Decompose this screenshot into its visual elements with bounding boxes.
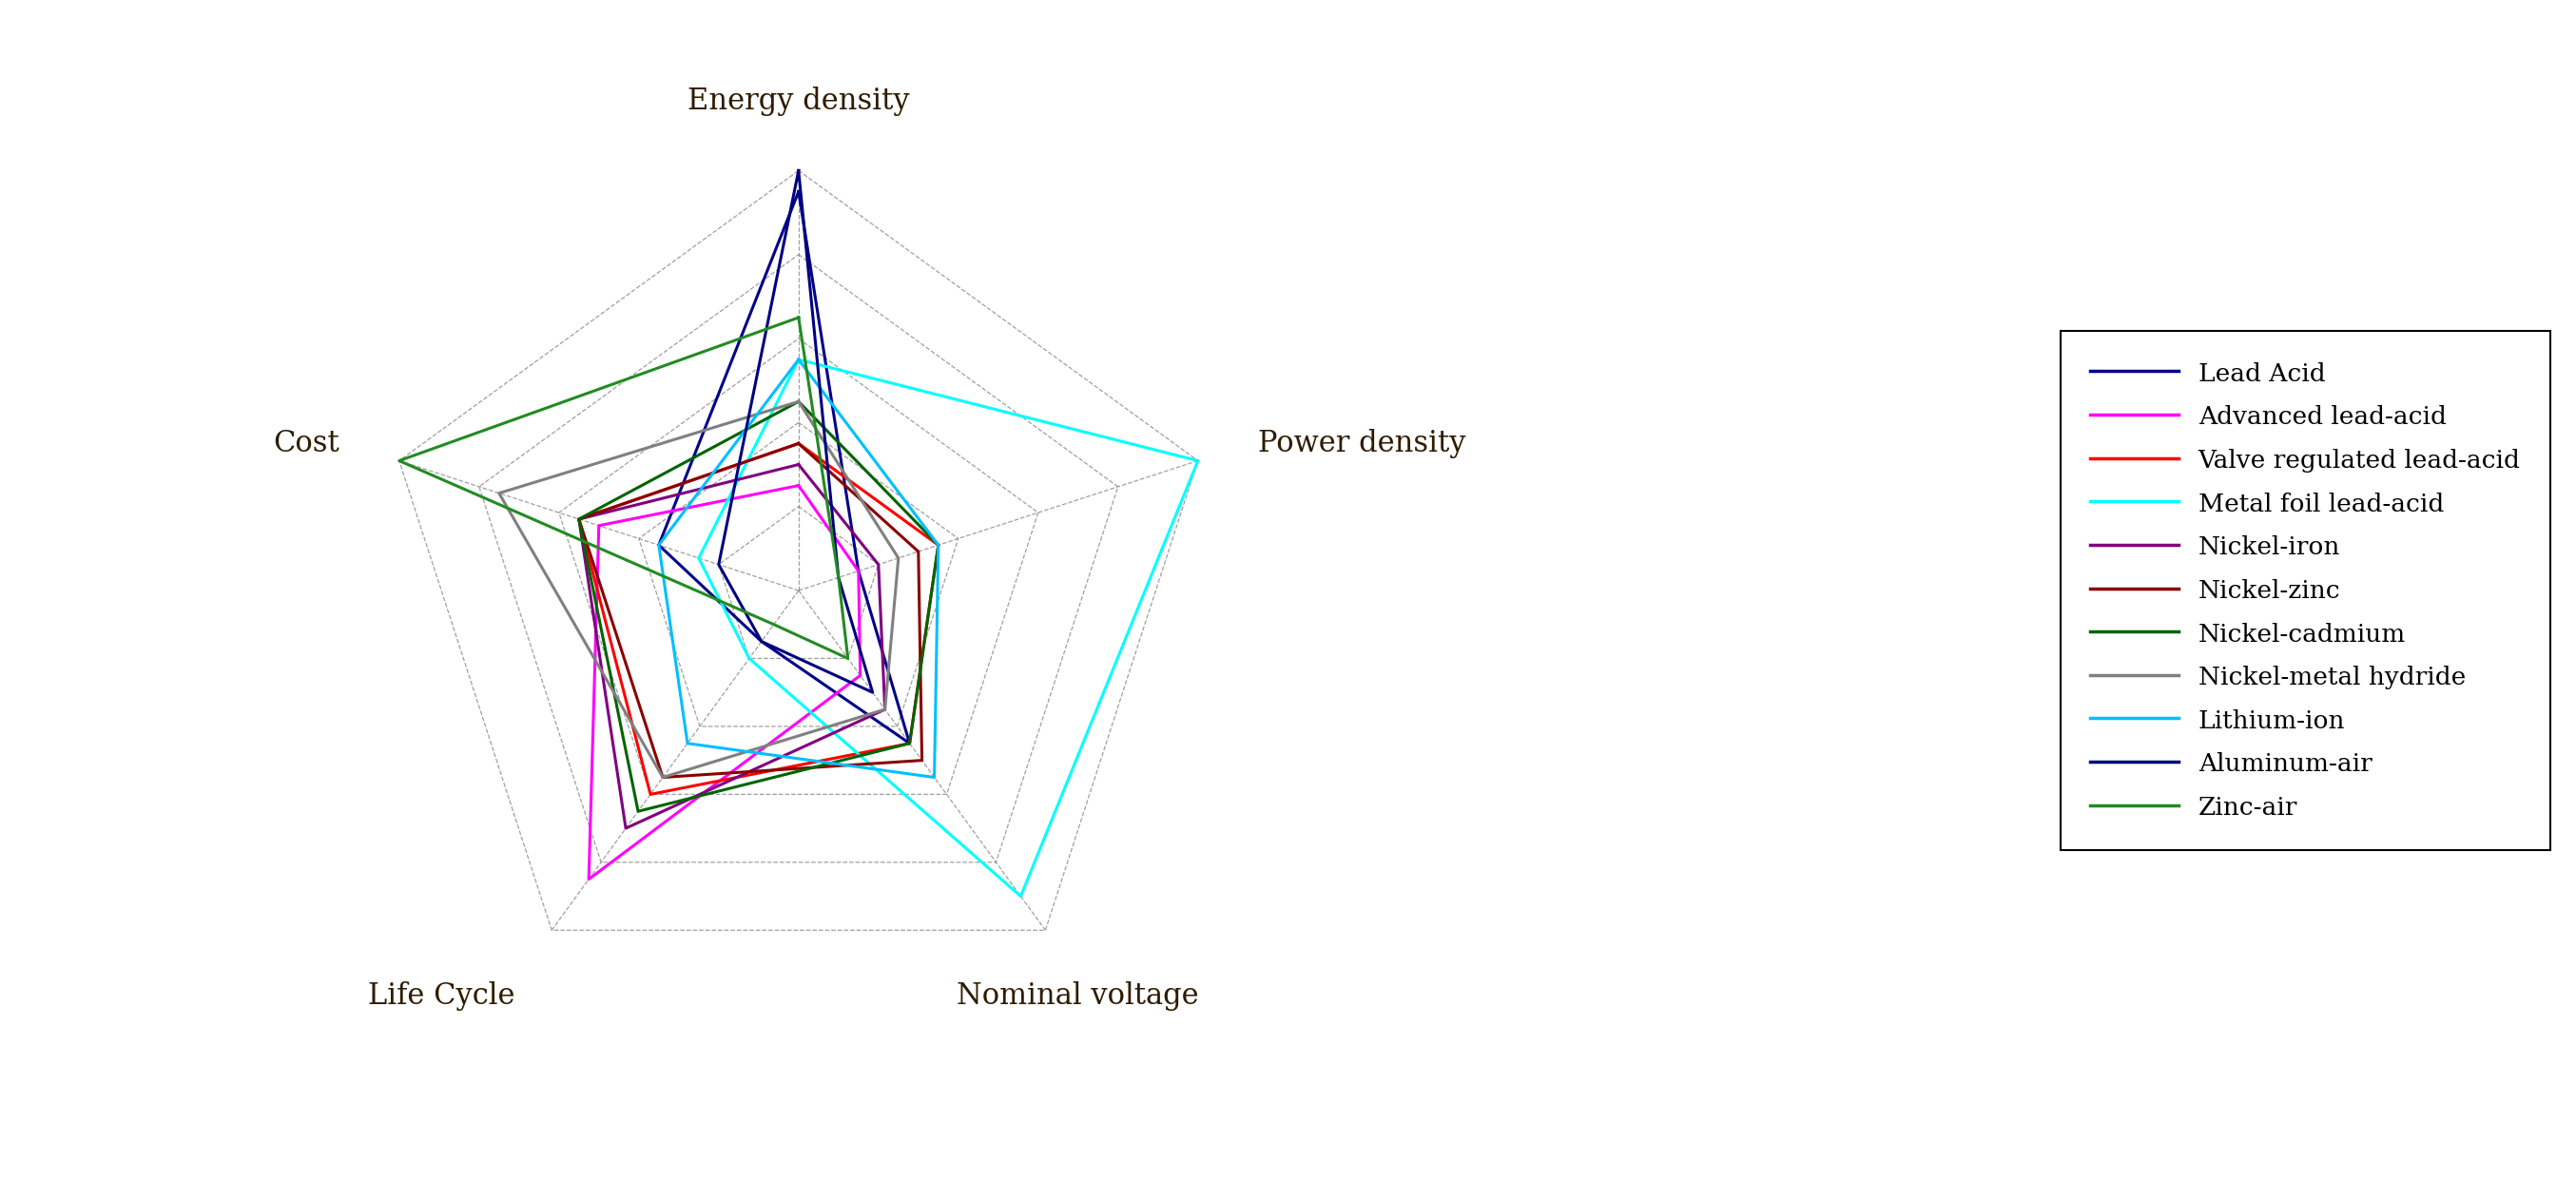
Text: Power density: Power density (1257, 429, 1466, 458)
Text: Energy density: Energy density (688, 86, 909, 116)
Text: Cost: Cost (273, 429, 340, 458)
Text: Life Cycle: Life Cycle (368, 981, 515, 1011)
Legend: Lead Acid, Advanced lead-acid, Valve regulated lead-acid, Metal foil lead-acid, : Lead Acid, Advanced lead-acid, Valve reg… (2061, 331, 2550, 850)
Text: Nominal voltage: Nominal voltage (956, 981, 1198, 1011)
